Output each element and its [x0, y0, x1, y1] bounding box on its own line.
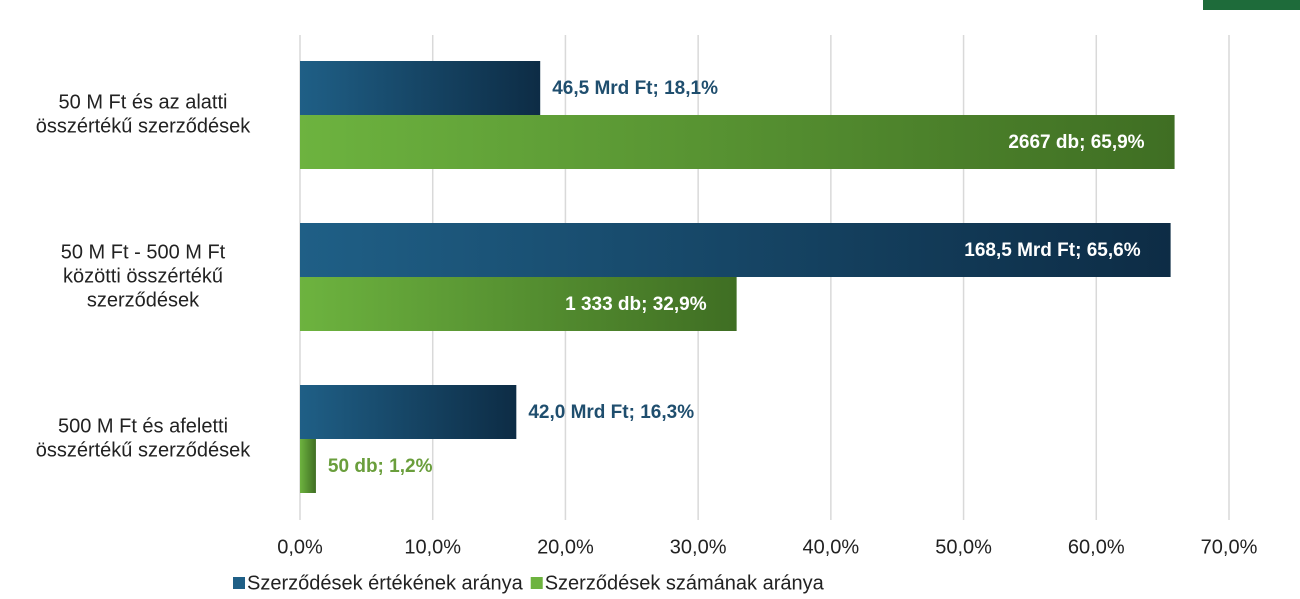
legend-swatch: [233, 577, 245, 589]
x-tick-label: 10,0%: [404, 536, 461, 558]
logo-block: [1203, 0, 1300, 10]
value-label: 46,5 Mrd Ft; 18,1%: [552, 78, 718, 99]
x-tick-label: 70,0%: [1201, 536, 1258, 558]
value-label: 168,5 Mrd Ft; 65,6%: [964, 240, 1140, 261]
category-label: 500 M Ft és afeletti: [58, 415, 228, 437]
value-label: 1 333 db; 32,9%: [565, 294, 707, 315]
value-label: 50 db; 1,2%: [328, 456, 433, 477]
x-tick-label: 30,0%: [670, 536, 727, 558]
bar: [300, 439, 316, 493]
bar: [300, 223, 1171, 277]
category-label: 50 M Ft - 500 M Ft: [61, 241, 226, 263]
bar: [300, 115, 1175, 169]
legend-label: Szerződések értékének aránya: [247, 572, 524, 594]
category-label: összértékű szerződések: [36, 115, 252, 137]
x-tick-label: 60,0%: [1068, 536, 1125, 558]
bar: [300, 277, 737, 331]
legend-swatch: [530, 577, 543, 589]
x-tick-label: 40,0%: [802, 536, 859, 558]
bar: [300, 61, 541, 115]
category-label: közötti összértékű: [63, 265, 223, 287]
bar: [300, 385, 517, 439]
value-label: 42,0 Mrd Ft; 16,3%: [528, 402, 694, 423]
x-tick-label: 0,0%: [277, 536, 323, 558]
legend-label: Szerződések számának aránya: [545, 572, 825, 594]
category-label: 50 M Ft és az alatti: [59, 91, 228, 113]
x-tick-label: 20,0%: [537, 536, 594, 558]
category-label: szerződések: [87, 289, 200, 311]
value-label: 2667 db; 65,9%: [1008, 132, 1144, 153]
category-label: összértékű szerződések: [36, 439, 252, 461]
x-tick-label: 50,0%: [935, 536, 992, 558]
